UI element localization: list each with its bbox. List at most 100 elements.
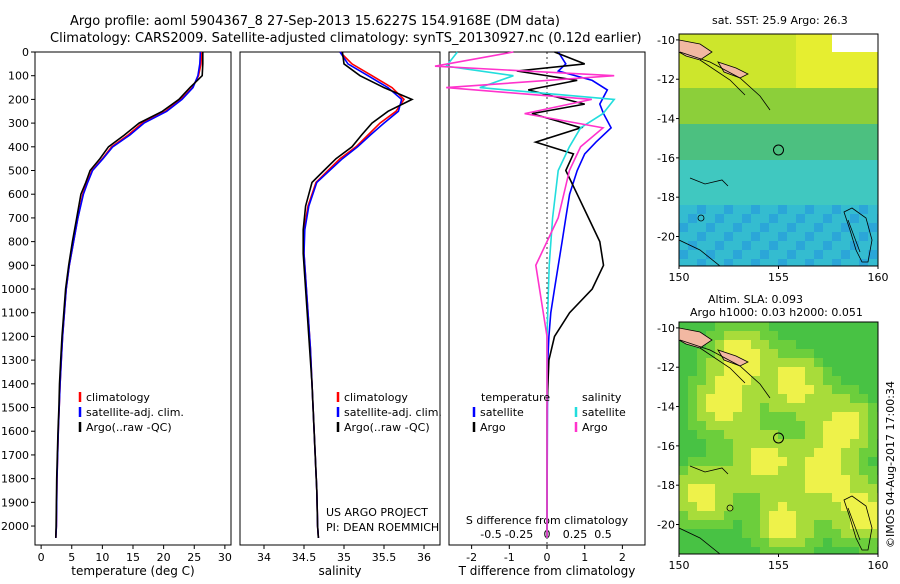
sla-cell: [841, 457, 851, 467]
diff-stick-label: -0.5: [480, 528, 501, 541]
sst-cell: [679, 205, 689, 215]
sla-cell: [769, 403, 779, 413]
sst-cell: [805, 124, 815, 134]
temp-line-argo: [55, 52, 204, 538]
sla-cell: [769, 547, 779, 554]
sst-cell: [859, 259, 869, 266]
sst-cell: [832, 205, 842, 215]
depth-tick-label: 1100: [1, 307, 29, 320]
depth-tick-label: 1000: [1, 283, 29, 296]
temp-xtick-label: 5: [68, 551, 75, 564]
sal-xlabel: salinity: [318, 564, 361, 578]
sla-cell: [832, 457, 842, 467]
sla-cell: [859, 367, 869, 377]
sst-cell: [868, 169, 878, 179]
sst-cell: [850, 61, 860, 71]
sla-cell: [769, 376, 779, 386]
sla-cell: [688, 538, 698, 548]
sla-cell: [787, 547, 797, 554]
sst-cell: [769, 70, 779, 80]
sst-cell: [733, 52, 743, 62]
sla-cell: [787, 448, 797, 458]
sst-cell: [688, 124, 698, 134]
sst-cell: [841, 142, 851, 152]
sst-cell: [805, 259, 815, 266]
sst-cell: [760, 151, 770, 161]
depth-tick-label: 1400: [1, 378, 29, 391]
sla-cell: [769, 421, 779, 431]
sst-cell: [760, 259, 770, 266]
sst-cell: [706, 214, 716, 224]
sla-cell: [841, 466, 851, 476]
sla-cell: [859, 358, 869, 368]
sst-cell: [787, 61, 797, 71]
sla-cell: [760, 349, 770, 359]
sst-cell: [742, 214, 752, 224]
sla-cell: [679, 484, 689, 494]
sst-cell: [742, 124, 752, 134]
sst-cell: [697, 214, 707, 224]
sla-cell: [715, 367, 725, 377]
sla-cell: [760, 493, 770, 503]
sla-cell: [697, 430, 707, 440]
sst-cell: [796, 205, 806, 215]
sst-cell: [832, 250, 842, 260]
sst-cell: [805, 52, 815, 62]
sla-cell: [805, 412, 815, 422]
sla-cell: [814, 439, 824, 449]
sla-cell: [823, 349, 833, 359]
sst-cell: [724, 169, 734, 179]
sla-cell: [796, 502, 806, 512]
sst-cell: [715, 52, 725, 62]
sla-cell: [733, 502, 743, 512]
sst-cell: [805, 187, 815, 197]
sla-cell: [814, 538, 824, 548]
sla-cell: [841, 502, 851, 512]
sla-cell: [796, 448, 806, 458]
sla-cell: [760, 466, 770, 476]
imos-stamp: ©IMOS 04-Aug-2017 17:00:34: [884, 381, 897, 548]
sal-legend-1-label: satellite-adj. clim.: [344, 406, 442, 419]
sst-cell: [868, 187, 878, 197]
sla-cell: [850, 349, 860, 359]
sla-cell: [724, 340, 734, 350]
sst-cell: [697, 169, 707, 179]
sla-cell: [814, 466, 824, 476]
sla-cell: [850, 466, 860, 476]
sst-cell: [868, 241, 878, 251]
sla-cell: [832, 367, 842, 377]
sst-cell: [841, 79, 851, 89]
sla-cell: [787, 457, 797, 467]
sst-cell: [697, 97, 707, 107]
sla-cell: [823, 466, 833, 476]
sst-cell: [679, 187, 689, 197]
sla-cell: [796, 484, 806, 494]
sla-cell: [760, 421, 770, 431]
sla-cell: [724, 439, 734, 449]
sst-cell: [823, 43, 833, 53]
sst-cell: [688, 34, 698, 44]
sla-cell: [742, 529, 752, 539]
sst-cell: [850, 178, 860, 188]
sla-cell: [751, 439, 761, 449]
sst-cell: [769, 133, 779, 143]
sst-cell: [688, 205, 698, 215]
sst-cell: [751, 43, 761, 53]
sla-cell: [679, 358, 689, 368]
sst-cell: [751, 241, 761, 251]
sla-cell: [724, 403, 734, 413]
sla-cell: [841, 529, 851, 539]
sla-cell: [751, 529, 761, 539]
sst-cell: [742, 115, 752, 125]
sst-cell: [724, 205, 734, 215]
sst-cell: [796, 124, 806, 134]
sla-cell: [697, 547, 707, 554]
sla-cell: [760, 340, 770, 350]
sst-cell: [859, 52, 869, 62]
sla-cell: [742, 331, 752, 341]
sst-cell: [823, 151, 833, 161]
sla-cell: [733, 448, 743, 458]
sst-cell: [868, 151, 878, 161]
sst-cell: [751, 79, 761, 89]
sla-cell: [769, 529, 779, 539]
